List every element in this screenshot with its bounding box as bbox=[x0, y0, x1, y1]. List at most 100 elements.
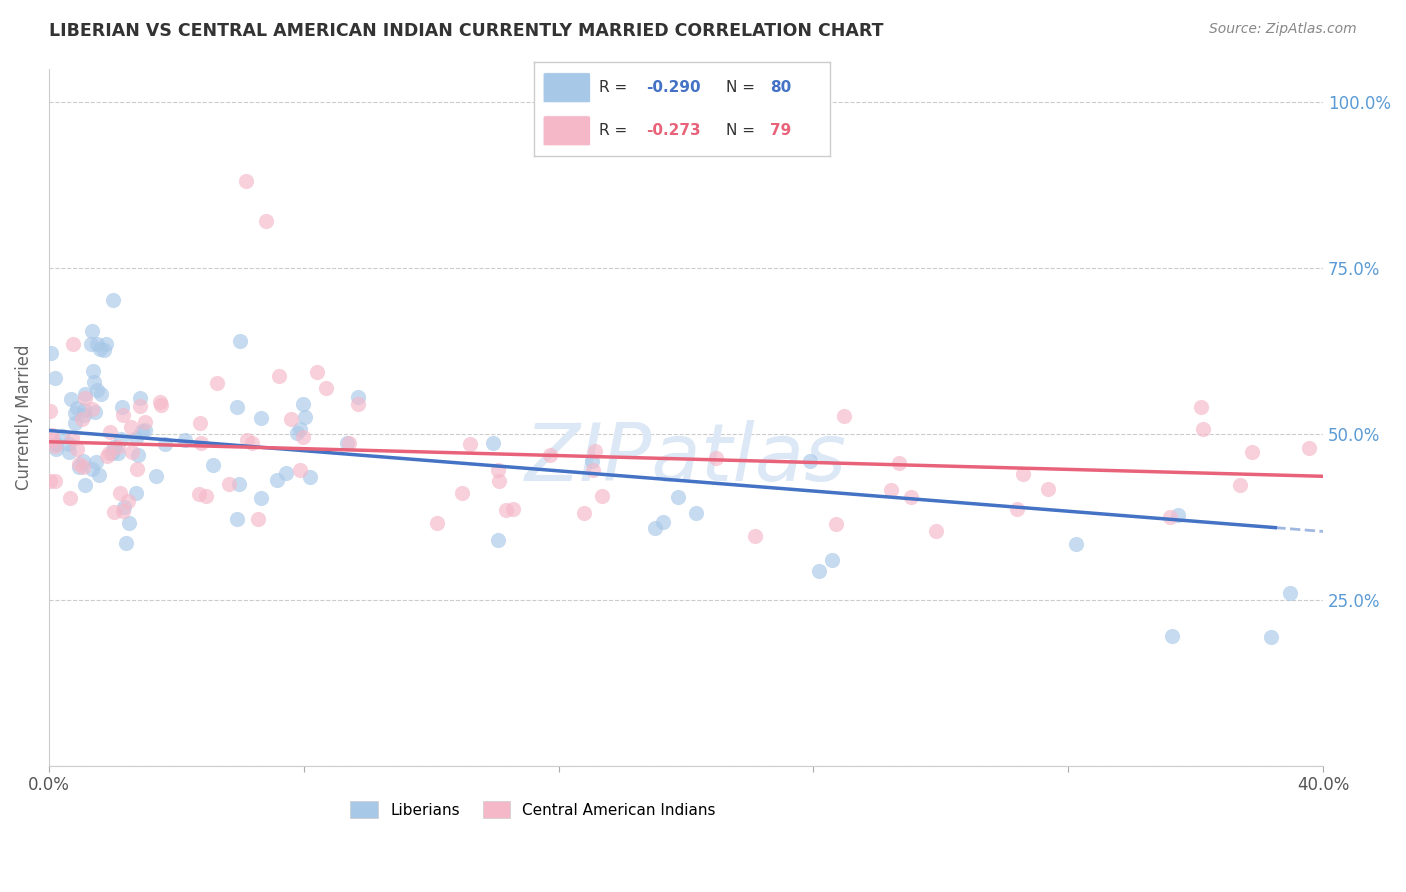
Point bbox=[59, 491, 82, 505]
Point bbox=[80, 337, 103, 351]
Point bbox=[149, 395, 172, 409]
FancyBboxPatch shape bbox=[543, 73, 591, 103]
Point bbox=[82, 364, 104, 378]
Point bbox=[87, 467, 110, 482]
Point bbox=[62, 337, 84, 351]
Point bbox=[98, 445, 121, 459]
Point bbox=[38, 403, 60, 417]
Point bbox=[73, 478, 96, 492]
Point bbox=[298, 470, 321, 484]
Point bbox=[889, 456, 911, 470]
Point bbox=[69, 457, 91, 471]
Legend: Liberians, Central American Indians: Liberians, Central American Indians bbox=[344, 795, 723, 824]
Point bbox=[112, 500, 135, 514]
Text: Source: ZipAtlas.com: Source: ZipAtlas.com bbox=[1209, 22, 1357, 37]
Point bbox=[451, 486, 474, 500]
Point bbox=[131, 425, 153, 439]
Point bbox=[89, 342, 111, 356]
Point bbox=[120, 420, 142, 434]
Point bbox=[66, 442, 89, 457]
Point bbox=[83, 405, 105, 419]
Point bbox=[228, 334, 250, 348]
Point bbox=[112, 504, 135, 518]
Point bbox=[294, 409, 316, 424]
Point bbox=[98, 425, 121, 440]
Point bbox=[346, 390, 368, 404]
Point bbox=[128, 391, 150, 405]
Point bbox=[292, 429, 315, 443]
Point bbox=[82, 324, 104, 338]
Point bbox=[291, 397, 314, 411]
Point bbox=[73, 409, 96, 423]
Point bbox=[247, 511, 270, 525]
Point bbox=[134, 423, 156, 437]
Point bbox=[799, 454, 821, 468]
Point bbox=[107, 446, 129, 460]
Point bbox=[111, 401, 134, 415]
Point bbox=[195, 489, 218, 503]
Point bbox=[112, 408, 135, 422]
Point bbox=[59, 392, 82, 407]
Point bbox=[644, 521, 666, 535]
Point bbox=[84, 455, 107, 469]
Point bbox=[110, 485, 132, 500]
Point bbox=[41, 433, 63, 447]
Point bbox=[1007, 502, 1029, 516]
Point bbox=[125, 461, 148, 475]
Text: R =: R = bbox=[599, 80, 633, 95]
Point bbox=[188, 416, 211, 430]
Point bbox=[44, 370, 66, 384]
Point bbox=[346, 397, 368, 411]
Point bbox=[93, 343, 115, 357]
Point bbox=[880, 483, 903, 498]
Point bbox=[125, 485, 148, 500]
Y-axis label: Currently Married: Currently Married bbox=[15, 344, 32, 490]
Point bbox=[121, 445, 143, 459]
Point bbox=[315, 381, 337, 395]
Point bbox=[45, 436, 67, 450]
Point bbox=[103, 505, 125, 519]
Point bbox=[250, 411, 273, 425]
Point bbox=[825, 516, 848, 531]
Point bbox=[228, 477, 250, 491]
Point bbox=[426, 516, 449, 531]
Point bbox=[572, 506, 595, 520]
Point bbox=[250, 491, 273, 505]
Point bbox=[305, 365, 328, 379]
Point bbox=[538, 448, 561, 462]
Point bbox=[488, 474, 510, 488]
Text: LIBERIAN VS CENTRAL AMERICAN INDIAN CURRENTLY MARRIED CORRELATION CHART: LIBERIAN VS CENTRAL AMERICAN INDIAN CURR… bbox=[49, 22, 884, 40]
Point bbox=[666, 490, 689, 504]
Point bbox=[190, 435, 212, 450]
Point bbox=[83, 375, 105, 389]
Point bbox=[72, 459, 94, 474]
Point bbox=[1167, 508, 1189, 522]
Point bbox=[582, 463, 605, 477]
Point bbox=[41, 346, 63, 360]
Point bbox=[44, 439, 66, 453]
Point bbox=[495, 503, 517, 517]
Point bbox=[280, 412, 302, 426]
Point bbox=[114, 536, 136, 550]
Point bbox=[900, 491, 922, 505]
Text: ZIPatlas: ZIPatlas bbox=[524, 420, 848, 498]
Point bbox=[60, 431, 83, 445]
Point bbox=[103, 440, 125, 454]
Point bbox=[96, 336, 118, 351]
Point bbox=[482, 436, 505, 450]
Point bbox=[925, 524, 948, 538]
Point bbox=[90, 387, 112, 401]
Text: R =: R = bbox=[599, 123, 633, 138]
Point bbox=[63, 406, 86, 420]
Point bbox=[1241, 445, 1264, 459]
Point bbox=[274, 466, 297, 480]
Point bbox=[65, 401, 87, 415]
Point bbox=[235, 433, 257, 447]
Point bbox=[1036, 482, 1059, 496]
Point bbox=[58, 445, 80, 459]
Text: 79: 79 bbox=[770, 123, 792, 138]
Point bbox=[1278, 586, 1301, 600]
Point bbox=[337, 435, 360, 450]
Point bbox=[288, 422, 311, 436]
Point bbox=[218, 476, 240, 491]
